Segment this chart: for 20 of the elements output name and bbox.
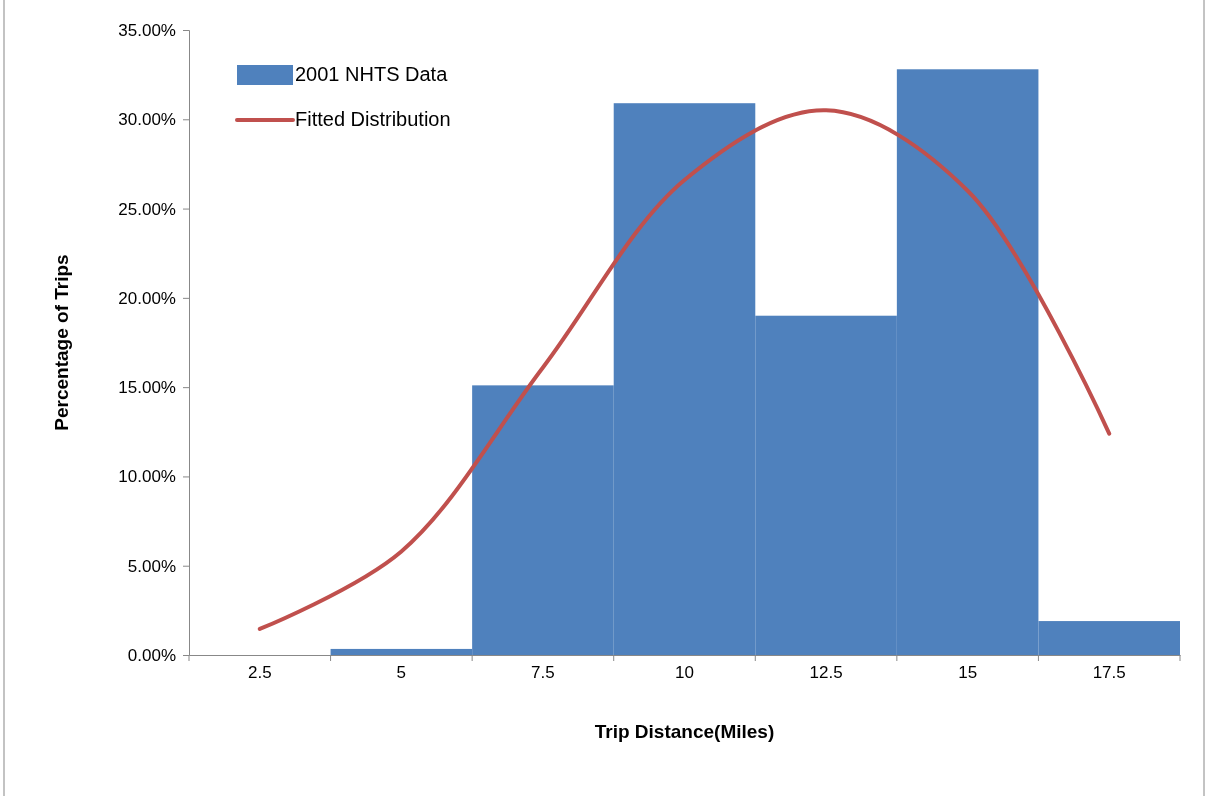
y-tick-label: 5.00% (127, 556, 176, 576)
y-tick-label: 25.00% (118, 199, 176, 219)
legend-label: 2001 NHTS Data (295, 63, 449, 85)
x-tick-label: 10 (675, 663, 694, 682)
x-tick-label: 12.5 (809, 663, 843, 682)
y-tick-label: 15.00% (118, 378, 176, 398)
legend-label: Fitted Distribution (295, 108, 451, 130)
y-axis-title: Percentage of Trips (51, 254, 72, 431)
x-tick-label: 17.5 (1092, 663, 1126, 682)
y-tick-label: 10.00% (118, 467, 176, 487)
line-series (257, 108, 1112, 631)
x-tick-label: 7.5 (531, 663, 555, 682)
x-tick-label: 15 (958, 663, 978, 682)
y-tick-label: 20.00% (118, 288, 176, 308)
x-axis-title: Trip Distance(Miles) (594, 721, 775, 742)
y-tick-label: 35.00% (118, 20, 176, 40)
y-tick-label: 0.00% (127, 645, 176, 665)
x-tick-label: 2.5 (247, 663, 272, 682)
x-tick-label: 5 (396, 663, 407, 682)
y-tick-label: 30.00% (118, 110, 176, 130)
